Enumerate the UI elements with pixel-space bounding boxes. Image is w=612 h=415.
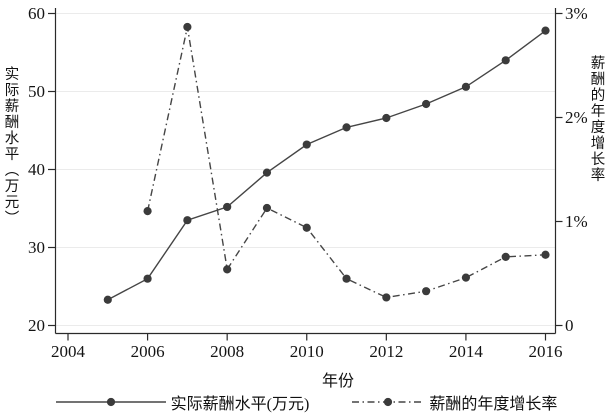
- svg-text:2014: 2014: [449, 342, 484, 361]
- svg-text:0: 0: [565, 316, 574, 335]
- svg-text:2016: 2016: [529, 342, 563, 361]
- svg-text:3%: 3%: [565, 4, 588, 23]
- legend-item-salary: 实际薪酬水平(万元): [55, 390, 310, 414]
- right-axis-title: 薪酬的年度增长率: [588, 55, 605, 183]
- svg-text:2010: 2010: [290, 342, 324, 361]
- svg-text:2006: 2006: [131, 342, 165, 361]
- svg-text:1%: 1%: [565, 212, 588, 231]
- legend-label-salary: 实际薪酬水平(万元): [170, 396, 310, 413]
- svg-text:20: 20: [28, 316, 45, 335]
- left-axis-title: 实际薪酬水平（万元）: [2, 66, 19, 226]
- svg-text:50: 50: [28, 82, 45, 101]
- dashdot-line-marker-icon: [352, 397, 425, 407]
- svg-text:2008: 2008: [210, 342, 244, 361]
- svg-text:30: 30: [28, 238, 45, 257]
- svg-text:60: 60: [28, 4, 45, 23]
- svg-text:2012: 2012: [369, 342, 403, 361]
- legend-label-growth: 薪酬的年度增长率: [429, 396, 558, 413]
- svg-text:40: 40: [28, 160, 45, 179]
- legend: 实际薪酬水平(万元) 薪酬的年度增长率: [0, 390, 612, 414]
- solid-line-marker-icon: [55, 397, 166, 407]
- x-axis-title: 年份: [321, 373, 355, 390]
- svg-text:2004: 2004: [51, 342, 86, 361]
- svg-text:2%: 2%: [565, 108, 588, 127]
- legend-item-growth: 薪酬的年度增长率: [351, 390, 557, 414]
